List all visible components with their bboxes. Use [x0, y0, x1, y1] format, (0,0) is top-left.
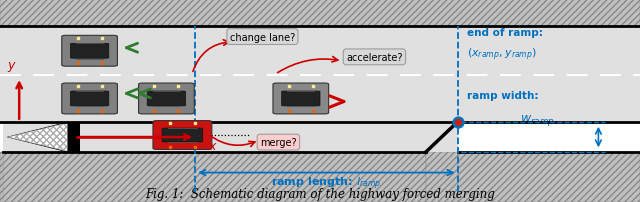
FancyBboxPatch shape [139, 84, 195, 114]
Bar [0, 0, 640, 27]
FancyBboxPatch shape [282, 92, 320, 106]
Bar [0, 153, 4, 202]
Text: change lane?: change lane? [230, 32, 295, 42]
Text: $(x_{ramp}, y_{ramp})$: $(x_{ramp}, y_{ramp})$ [467, 46, 538, 63]
Text: ramp width:: ramp width: [467, 91, 539, 101]
Text: $y$: $y$ [6, 60, 17, 74]
Text: merge?: merge? [260, 137, 297, 147]
Polygon shape [8, 123, 67, 152]
FancyBboxPatch shape [62, 84, 118, 114]
Text: Fig. 1:  Schematic diagram of the highway forced merging: Fig. 1: Schematic diagram of the highway… [145, 187, 495, 200]
FancyBboxPatch shape [70, 44, 109, 59]
Polygon shape [426, 153, 458, 202]
Text: ramp length: $l_{ramp}$: ramp length: $l_{ramp}$ [271, 175, 381, 191]
Bar [0, 27, 640, 122]
Polygon shape [3, 122, 458, 153]
Polygon shape [6, 122, 80, 153]
FancyBboxPatch shape [62, 36, 118, 67]
FancyBboxPatch shape [162, 128, 203, 142]
Bar [458, 153, 640, 202]
Text: $x$: $x$ [208, 139, 218, 152]
Text: accelerate?: accelerate? [346, 53, 403, 63]
Bar [3, 153, 426, 202]
FancyBboxPatch shape [70, 92, 109, 106]
FancyBboxPatch shape [147, 92, 186, 106]
Text: end of ramp:: end of ramp: [467, 28, 543, 38]
FancyBboxPatch shape [153, 121, 212, 150]
Text: $w_{ramp}$: $w_{ramp}$ [520, 113, 555, 128]
FancyBboxPatch shape [273, 84, 329, 114]
